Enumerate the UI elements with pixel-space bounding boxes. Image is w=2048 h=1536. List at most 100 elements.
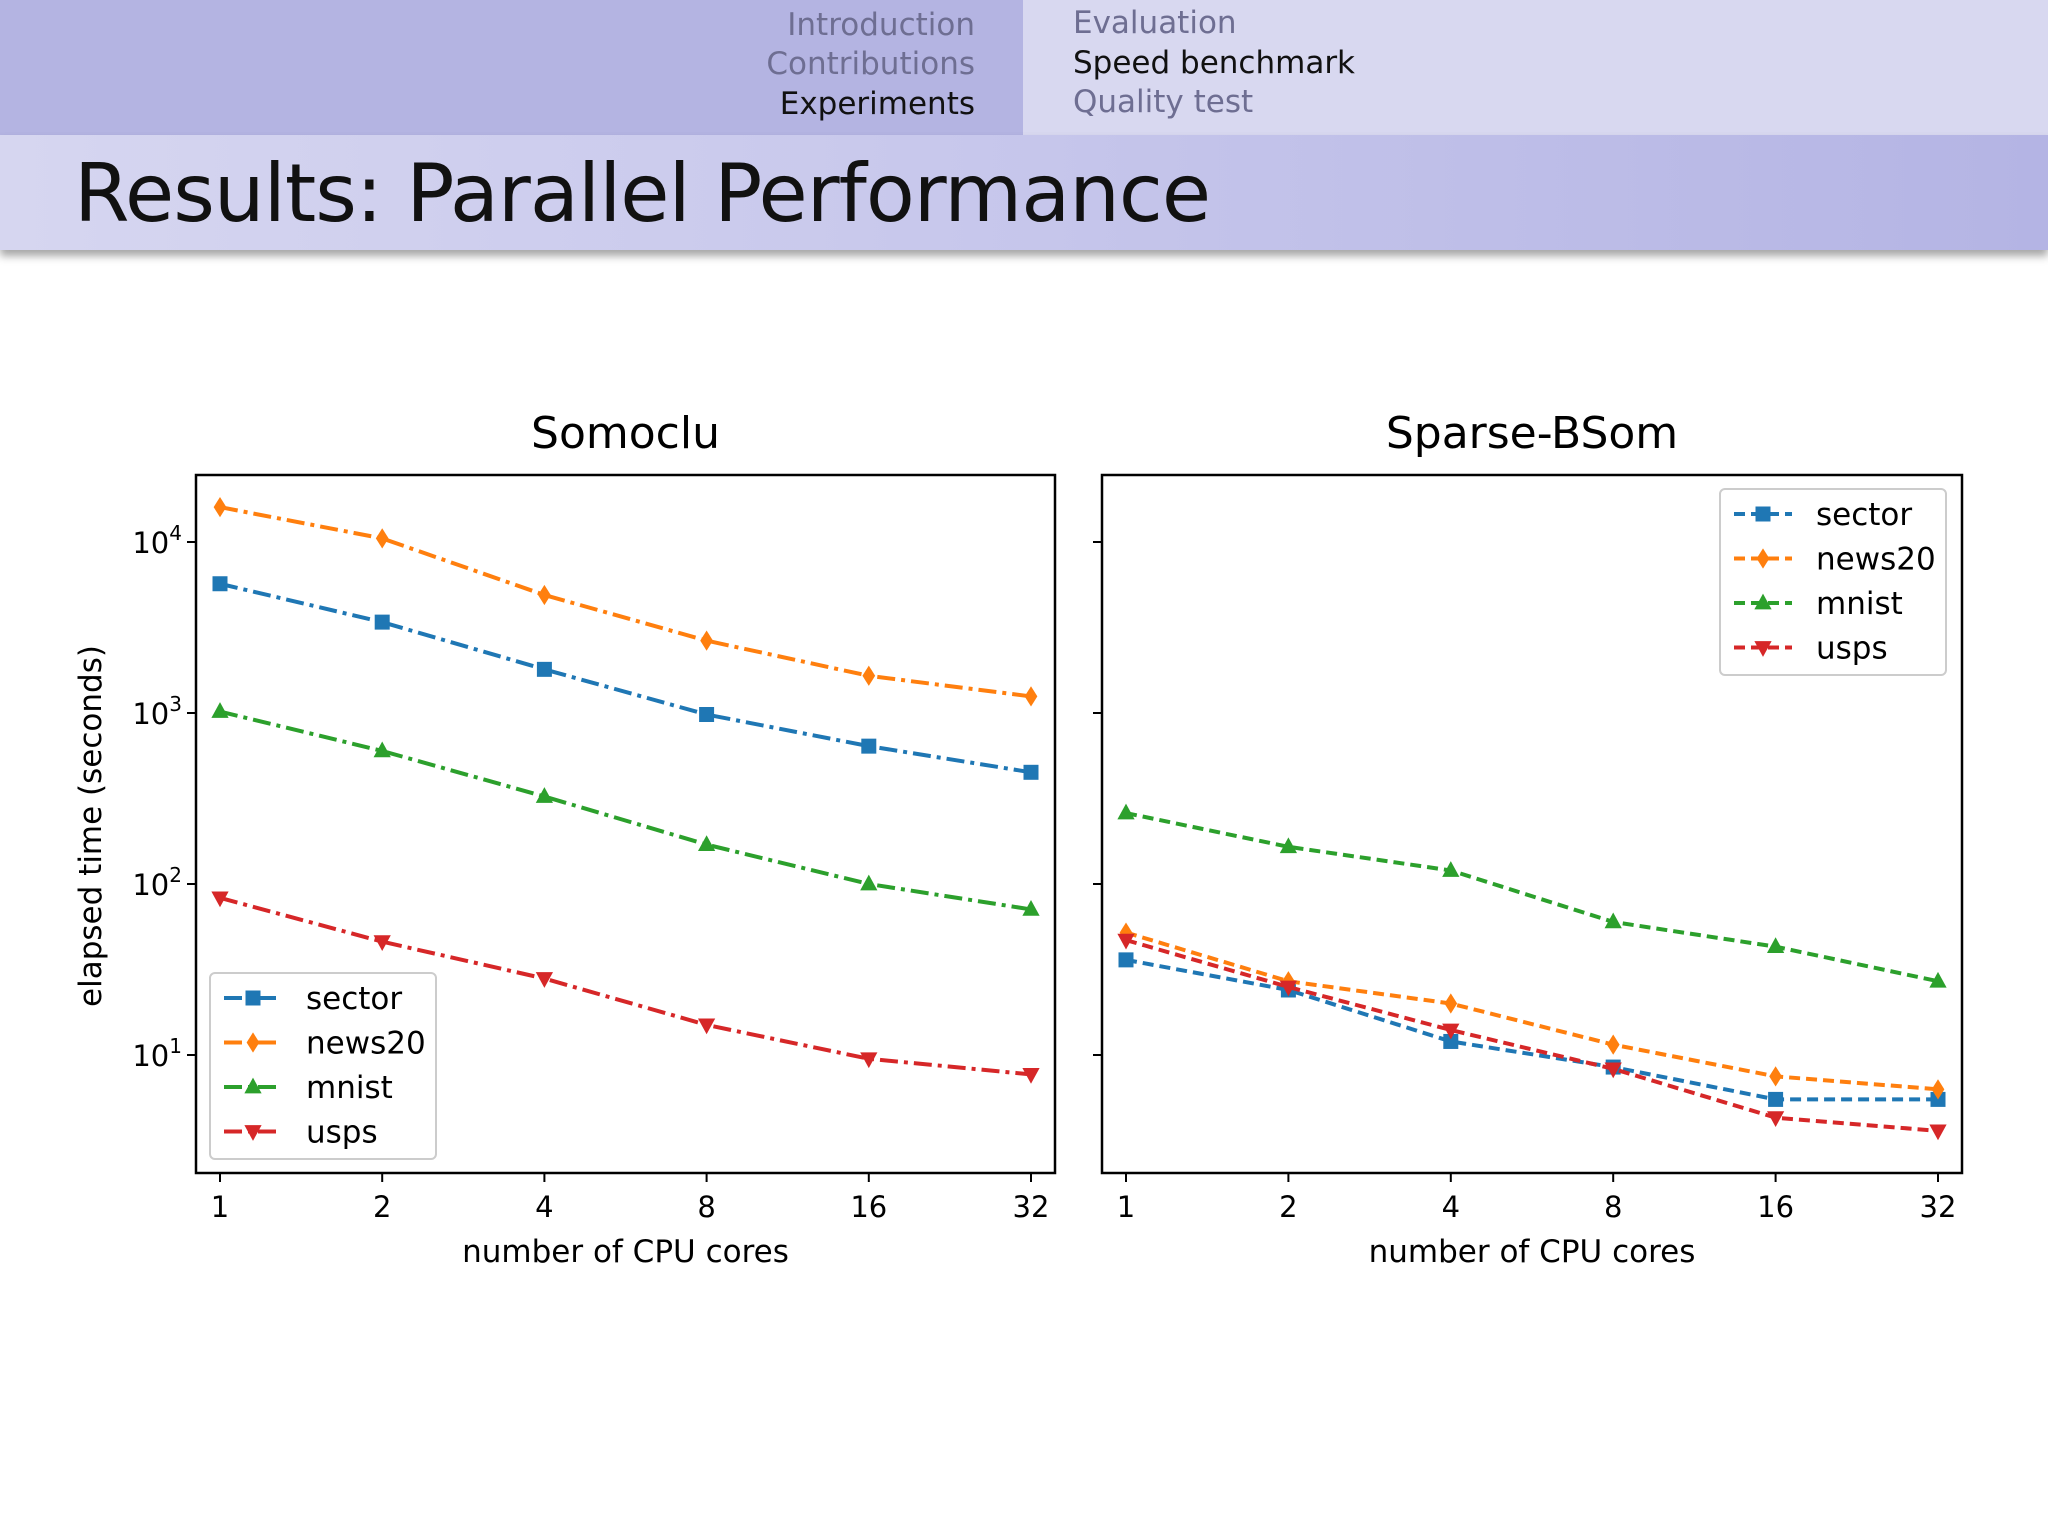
series-usps xyxy=(1117,933,1947,1141)
legend-label-mnist: mnist xyxy=(306,1070,393,1106)
series-line-sector xyxy=(219,581,1032,775)
legend: sector news20 mnist usps xyxy=(209,972,437,1160)
legend-box xyxy=(1719,488,1947,676)
legend-marker-usps xyxy=(1754,641,1772,657)
series-line-sector xyxy=(1125,957,1938,1102)
legend-marker-usps xyxy=(244,1125,262,1141)
x-tick-label: 8 xyxy=(1604,1190,1622,1224)
data-point-usps xyxy=(1117,933,1135,950)
data-point-mnist xyxy=(1929,971,1947,988)
data-point-sector xyxy=(212,576,228,592)
data-point-usps xyxy=(697,1018,716,1035)
data-point-mnist xyxy=(535,787,554,803)
x-tick-label: 8 xyxy=(697,1190,715,1224)
chart-title: Somoclu xyxy=(531,408,720,459)
section-nav: Introduction Contributions Experiments xyxy=(0,0,1023,135)
y-tick-label: 101 xyxy=(132,1034,182,1073)
data-point-sector xyxy=(861,738,877,754)
data-point-sector xyxy=(1768,1091,1784,1107)
data-point-mnist xyxy=(860,874,878,891)
data-point-news20 xyxy=(1769,1066,1782,1087)
x-tick-label: 4 xyxy=(1442,1190,1460,1224)
legend-marker-news20 xyxy=(1756,548,1770,569)
data-point-usps xyxy=(373,935,391,952)
data-point-news20 xyxy=(700,630,713,651)
legend-label-sector: sector xyxy=(1816,497,1912,533)
subsection-nav: Evaluation Speed benchmark Quality test xyxy=(1023,0,2048,135)
data-point-mnist xyxy=(1279,837,1298,854)
x-axis-label: number of CPU cores xyxy=(1369,1234,1696,1270)
data-point-usps xyxy=(1929,1124,1947,1141)
x-tick-label: 2 xyxy=(1279,1190,1297,1224)
legend-label-sector: sector xyxy=(306,981,402,1017)
y-axis-label: elapsed time (seconds) xyxy=(73,645,109,1007)
data-point-news20 xyxy=(1444,993,1458,1014)
legend-marker-sector xyxy=(1755,506,1771,522)
x-tick-label: 32 xyxy=(1920,1190,1957,1224)
x-tick-label: 2 xyxy=(373,1190,391,1224)
header-navigation: Introduction Contributions Experiments E… xyxy=(0,0,2048,135)
series-mnist xyxy=(211,702,1040,916)
series-line-usps xyxy=(219,895,1032,1077)
legend-label-news20: news20 xyxy=(1816,542,1936,578)
data-point-news20 xyxy=(538,584,551,606)
legend-label-usps: usps xyxy=(306,1115,378,1151)
title-bar: Results: Parallel Performance xyxy=(0,135,2048,250)
chart-sparse-bsom: Sparse-BSom 1 2 4 8 16 32 number of CPU cores se… xyxy=(1093,408,1964,1270)
nav-item-contributions[interactable]: Contributions xyxy=(766,46,975,82)
data-point-sector xyxy=(536,661,552,677)
series-line-usps xyxy=(1125,938,1939,1133)
series-line-mnist xyxy=(219,709,1032,912)
legend-marker-sector xyxy=(245,990,261,1006)
y-tick-label: 102 xyxy=(132,863,182,902)
data-point-news20 xyxy=(375,528,389,549)
y-tick-label: 104 xyxy=(132,521,182,560)
data-point-mnist xyxy=(697,835,716,851)
nav-item-introduction[interactable]: Introduction xyxy=(787,7,975,43)
data-point-mnist xyxy=(1604,912,1622,929)
data-point-mnist xyxy=(211,702,229,718)
data-point-usps xyxy=(1766,1111,1785,1128)
x-tick-label: 1 xyxy=(1117,1190,1135,1224)
data-point-mnist xyxy=(1442,861,1460,877)
data-point-sector xyxy=(374,614,390,630)
legend-label-usps: usps xyxy=(1816,631,1888,667)
nav-item-evaluation[interactable]: Evaluation xyxy=(1073,5,1237,41)
data-point-news20 xyxy=(1931,1079,1945,1100)
nav-item-speed-benchmark[interactable]: Speed benchmark xyxy=(1073,45,1356,81)
chart-title: Sparse-BSom xyxy=(1386,408,1678,459)
data-point-news20 xyxy=(213,496,227,518)
data-point-mnist xyxy=(373,741,391,758)
series-news20 xyxy=(213,496,1038,707)
data-point-usps xyxy=(211,891,229,908)
data-point-mnist xyxy=(1766,937,1785,954)
nav-item-experiments[interactable]: Experiments xyxy=(779,86,975,122)
y-tick-label: 103 xyxy=(132,692,182,731)
data-point-news20 xyxy=(1606,1034,1620,1055)
data-point-usps xyxy=(1279,980,1298,997)
data-point-usps xyxy=(535,972,554,988)
chart-somoclu: Somoclu 1 2 4 8 16 32 101 102 103 104 number of CPU… xyxy=(73,408,1057,1270)
nav-item-quality-test[interactable]: Quality test xyxy=(1073,84,1254,120)
data-point-usps xyxy=(1604,1062,1622,1079)
x-axis-label: number of CPU cores xyxy=(462,1234,789,1270)
x-tick-label: 16 xyxy=(850,1190,887,1224)
data-point-news20 xyxy=(862,665,876,686)
legend-marker-news20 xyxy=(246,1032,260,1053)
series-mnist xyxy=(1117,803,1947,988)
legend: sector news20 mnist usps xyxy=(1719,488,1947,676)
x-tick-label: 4 xyxy=(535,1190,553,1224)
series-usps xyxy=(211,891,1040,1084)
legend-box xyxy=(209,972,437,1160)
x-tick-label: 1 xyxy=(211,1190,229,1224)
x-tick-label: 32 xyxy=(1013,1190,1050,1224)
legend-label-news20: news20 xyxy=(306,1026,426,1062)
slide-title: Results: Parallel Performance xyxy=(74,147,1211,240)
data-point-sector xyxy=(1118,952,1134,968)
data-point-mnist xyxy=(1022,900,1040,916)
data-point-mnist xyxy=(1117,803,1135,820)
data-point-news20 xyxy=(1024,686,1038,707)
data-point-usps xyxy=(1442,1023,1460,1040)
legend-marker-mnist xyxy=(244,1077,262,1094)
